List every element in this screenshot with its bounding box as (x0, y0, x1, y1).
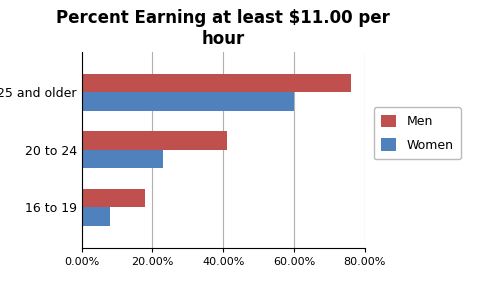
Bar (82, 131, 227, 150)
Bar (82, 189, 145, 207)
Bar (82, 150, 163, 168)
Legend: Men, Women: Men, Women (374, 107, 461, 159)
Bar (82, 92, 294, 111)
Title: Percent Earning at least $11.00 per
hour: Percent Earning at least $11.00 per hour (56, 9, 390, 48)
Bar (82, 74, 350, 92)
Bar (82, 207, 110, 226)
